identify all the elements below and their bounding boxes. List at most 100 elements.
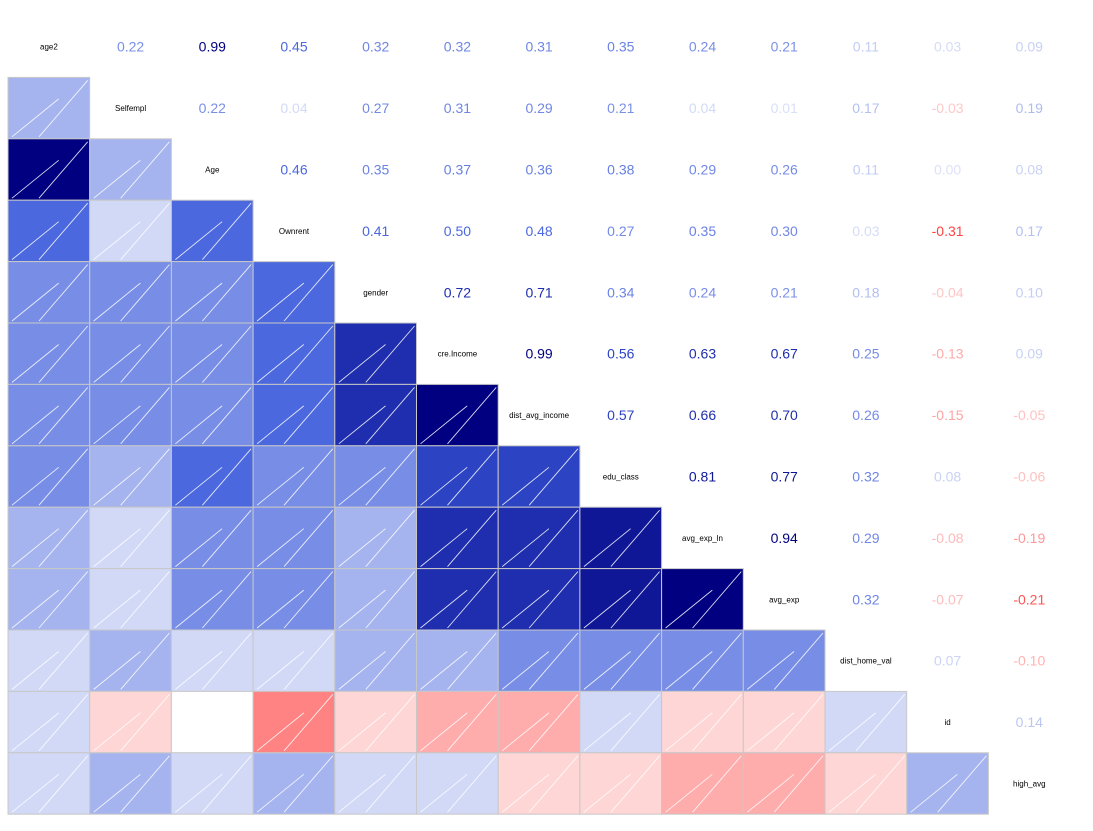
value-gender-dist_home_val: 0.18 <box>852 284 879 300</box>
value-Age-edu_class: 0.38 <box>607 162 634 178</box>
hatch-high_avg-avg_exp_ln <box>665 755 742 813</box>
value-dist_home_val-id: 0.07 <box>934 653 961 669</box>
value-Age-dist_avg_income: 0.36 <box>525 162 552 178</box>
value-Age-avg_exp_ln: 0.29 <box>689 162 716 178</box>
hatch-avg_exp_ln-Ownrent <box>256 509 334 567</box>
value-avg_exp-id: -0.07 <box>932 591 964 607</box>
hatch-avg_exp-Ownrent <box>256 571 334 629</box>
value-cre.Income-dist_avg_income: 0.99 <box>525 346 552 362</box>
label-avg_exp_ln: avg_exp_ln <box>682 534 723 543</box>
value-Ownrent-dist_avg_income: 0.48 <box>525 223 552 239</box>
hatch-avg_exp_ln-age2 <box>11 509 89 567</box>
hatch-id-avg_exp_ln <box>665 694 742 752</box>
value-dist_avg_income-dist_home_val: 0.26 <box>852 407 879 423</box>
hatch-high_avg-id <box>910 755 987 813</box>
label-dist_avg_income: dist_avg_income <box>509 411 570 420</box>
hatch-gender-age2 <box>11 264 89 322</box>
value-gender-dist_avg_income: 0.71 <box>525 284 552 300</box>
hatch-edu_class-Age <box>175 448 252 506</box>
value-age2-avg_exp_ln: 0.24 <box>689 39 716 55</box>
cell-edu_class-dist_avg_income <box>497 445 581 508</box>
hatch-dist_avg_income-Ownrent <box>256 387 334 445</box>
label-high_avg: high_avg <box>1013 780 1045 789</box>
value-Selfempl-Ownrent: 0.04 <box>280 100 307 116</box>
hatch-Age-Selfempl <box>93 141 170 199</box>
value-age2-Age: 0.99 <box>199 39 226 55</box>
label-gender: gender <box>363 288 388 297</box>
hatch-avg_exp-age2 <box>11 571 89 629</box>
value-Selfempl-cre.Income: 0.31 <box>444 100 471 116</box>
value-dist_avg_income-id: -0.15 <box>932 407 964 423</box>
hatch-avg_exp-Age <box>175 571 252 629</box>
value-age2-edu_class: 0.35 <box>607 39 634 55</box>
hatch-id-dist_home_val <box>828 694 906 752</box>
hatch-id-cre.Income <box>420 694 497 752</box>
hatch-high_avg-gender <box>338 755 415 813</box>
hatch-dist_home_val-Selfempl <box>93 632 170 690</box>
value-Ownrent-avg_exp_ln: 0.35 <box>689 223 716 239</box>
value-edu_class-avg_exp: 0.77 <box>771 469 798 485</box>
hatch-high_avg-avg_exp <box>747 755 824 813</box>
value-edu_class-avg_exp_ln: 0.81 <box>689 469 716 485</box>
hatch-edu_class-Selfempl <box>93 448 170 506</box>
hatch-high_avg-Selfempl <box>93 755 170 813</box>
hatch-dist_home_val-Age <box>175 632 252 690</box>
hatch-id-Ownrent <box>256 694 334 752</box>
label-age2: age2 <box>40 43 58 52</box>
value-Selfempl-edu_class: 0.21 <box>607 100 634 116</box>
value-Ownrent-gender: 0.41 <box>362 223 389 239</box>
hatch-gender-Selfempl <box>93 264 170 322</box>
value-edu_class-high_avg: -0.06 <box>1013 469 1045 485</box>
hatch-cre.Income-Ownrent <box>256 325 334 383</box>
hatch-gender-Ownrent <box>256 264 334 322</box>
label-cre.Income: cre.Income <box>438 350 478 359</box>
value-dist_avg_income-high_avg: -0.05 <box>1013 407 1045 423</box>
hatch-edu_class-age2 <box>11 448 89 506</box>
value-Selfempl-Age: 0.22 <box>199 100 226 116</box>
hatch-dist_avg_income-gender <box>338 387 415 445</box>
hatch-id-avg_exp <box>747 694 824 752</box>
value-age2-gender: 0.32 <box>362 39 389 55</box>
hatch-avg_exp-gender <box>338 571 415 629</box>
hatch-dist_home_val-age2 <box>11 632 89 690</box>
hatch-dist_home_val-Ownrent <box>256 632 334 690</box>
value-cre.Income-dist_home_val: 0.25 <box>852 346 879 362</box>
value-Ownrent-id: -0.31 <box>932 223 964 239</box>
hatch-avg_exp-Selfempl <box>93 571 170 629</box>
hatch-high_avg-cre.Income <box>420 755 497 813</box>
label-Selfempl: Selfempl <box>115 104 146 113</box>
hatch-avg_exp-avg_exp_ln <box>665 571 742 629</box>
hatch-cre.Income-Age <box>175 325 252 383</box>
value-dist_avg_income-edu_class: 0.57 <box>607 407 634 423</box>
hatch-dist_avg_income-cre.Income <box>420 387 497 445</box>
value-avg_exp-dist_home_val: 0.32 <box>852 591 879 607</box>
value-age2-high_avg: 0.09 <box>1016 39 1043 55</box>
value-avg_exp_ln-id: -0.08 <box>932 530 964 546</box>
value-edu_class-id: 0.08 <box>934 469 961 485</box>
diagonal-labels: age2 Selfempl Age Ownrent gender cre.Income di… <box>40 43 1046 789</box>
label-Age: Age <box>205 166 220 175</box>
hatch-dist_home_val-edu_class <box>583 632 660 690</box>
label-avg_exp: avg_exp <box>769 595 800 604</box>
hatch-dist_home_val-avg_exp <box>747 632 824 690</box>
hatch-id-dist_avg_income <box>501 694 579 752</box>
value-cre.Income-edu_class: 0.56 <box>607 346 634 362</box>
value-Selfempl-high_avg: 0.19 <box>1016 100 1043 116</box>
hatch-avg_exp_ln-Selfempl <box>93 509 170 567</box>
value-dist_home_val-high_avg: -0.10 <box>1013 653 1045 669</box>
hatch-gender-Age <box>175 264 252 322</box>
value-age2-Selfempl: 0.22 <box>117 39 144 55</box>
hatch-high_avg-Ownrent <box>256 755 334 813</box>
value-Ownrent-high_avg: 0.17 <box>1016 223 1043 239</box>
hatch-avg_exp-cre.Income <box>420 571 497 629</box>
label-Ownrent: Ownrent <box>279 227 310 236</box>
value-id-high_avg: 0.14 <box>1016 714 1043 730</box>
value-Age-dist_home_val: 0.11 <box>853 162 879 178</box>
value-cre.Income-avg_exp: 0.67 <box>771 346 798 362</box>
hatch-avg_exp_ln-edu_class <box>583 509 660 567</box>
value-Selfempl-avg_exp_ln: 0.04 <box>689 100 716 116</box>
value-cre.Income-avg_exp_ln: 0.63 <box>689 346 716 362</box>
value-Selfempl-dist_avg_income: 0.29 <box>525 100 552 116</box>
hatch-id-edu_class <box>583 694 660 752</box>
value-cre.Income-high_avg: 0.09 <box>1016 346 1043 362</box>
